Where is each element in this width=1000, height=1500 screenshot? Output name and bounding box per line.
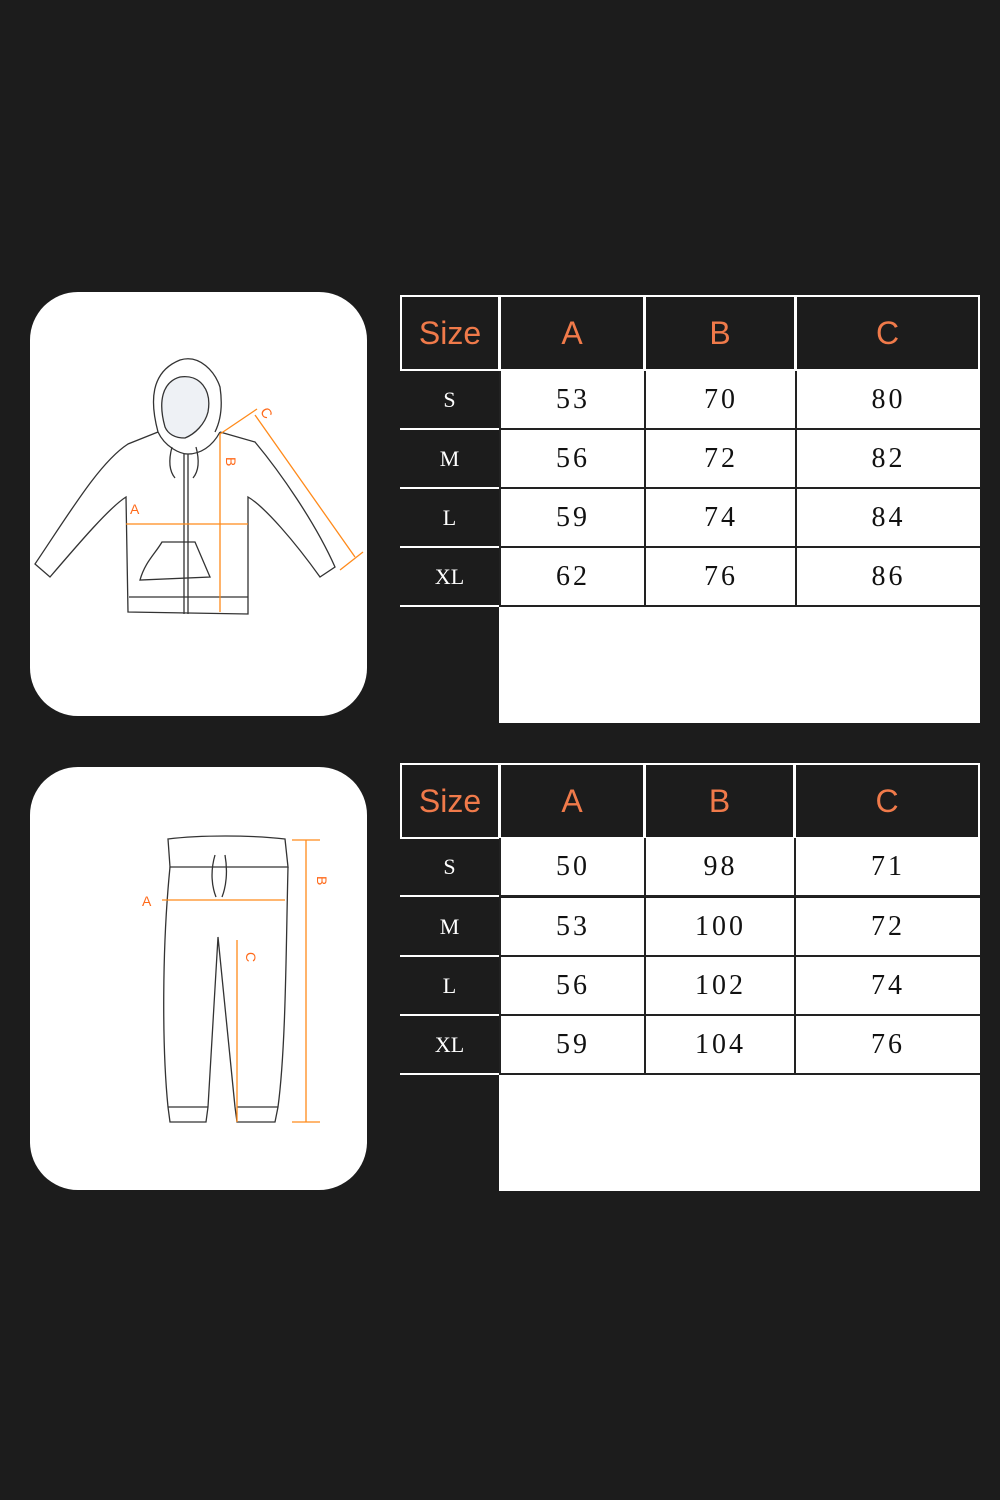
table-row: XL 62 76 86 (400, 548, 980, 607)
value-c: 86 (795, 548, 980, 607)
blank-area (499, 1075, 980, 1191)
value-c: 71 (794, 838, 980, 897)
pants-label-a: A (142, 893, 152, 909)
hoodie-diagram-panel: A B C (30, 292, 367, 716)
table-row: M 53 100 72 (400, 898, 980, 957)
blank-area (499, 607, 980, 723)
value-b: 74 (644, 489, 796, 548)
value-a: 59 (499, 489, 645, 548)
value-c: 72 (794, 898, 980, 957)
value-a: 62 (499, 548, 645, 607)
value-a: 56 (499, 430, 645, 489)
value-b: 98 (644, 838, 795, 897)
value-c: 82 (795, 430, 980, 489)
pants-label-b: B (314, 876, 330, 885)
size-cell: L (400, 489, 499, 548)
size-cell: L (400, 957, 499, 1016)
value-b: 104 (644, 1016, 795, 1075)
hoodie-illustration: A B C (34, 358, 364, 615)
table-row: XL 59 104 76 (400, 1016, 980, 1075)
size-cell: M (400, 430, 499, 489)
value-a: 59 (499, 1016, 645, 1075)
value-c: 80 (795, 371, 980, 430)
value-a: 50 (499, 838, 645, 897)
value-c: 76 (794, 1016, 980, 1075)
value-a: 53 (499, 371, 645, 430)
table-row: S 50 98 71 (400, 838, 980, 897)
value-b: 72 (644, 430, 796, 489)
header-size: Size (400, 295, 500, 371)
value-b: 76 (644, 548, 796, 607)
pants-diagram-panel: A B C (30, 767, 367, 1190)
value-c: 84 (795, 489, 980, 548)
header-a: A (499, 763, 645, 839)
value-c: 74 (794, 957, 980, 1016)
header-c: C (794, 763, 980, 839)
value-a: 56 (499, 957, 645, 1016)
pants-size-table: Size A B C S 50 98 71 M 53 100 72 L 56 1… (400, 763, 980, 1191)
hoodie-label-b: B (223, 457, 239, 466)
header-c: C (795, 295, 980, 371)
size-cell: S (400, 838, 499, 897)
pants-label-c: C (243, 952, 259, 962)
pants-illustration: A B C (142, 835, 330, 1123)
value-a: 53 (499, 898, 645, 957)
hoodie-label-c: C (257, 404, 276, 421)
table-row: L 56 102 74 (400, 957, 980, 1016)
table-row: L 59 74 84 (400, 489, 980, 548)
header-size: Size (400, 763, 500, 839)
header-b: B (644, 763, 795, 839)
size-cell: S (400, 371, 499, 430)
size-cell: M (400, 898, 499, 957)
size-cell: XL (400, 1016, 499, 1075)
size-cell: XL (400, 548, 499, 607)
table-row: M 56 72 82 (400, 430, 980, 489)
hoodie-label-a: A (130, 501, 140, 517)
value-b: 102 (644, 957, 795, 1016)
hoodie-size-table: Size A B C S 53 70 80 M 56 72 82 L 59 74… (400, 295, 980, 723)
header-b: B (644, 295, 796, 371)
table-row: S 53 70 80 (400, 371, 980, 430)
value-b: 100 (644, 898, 795, 957)
value-b: 70 (644, 371, 796, 430)
header-a: A (499, 295, 645, 371)
